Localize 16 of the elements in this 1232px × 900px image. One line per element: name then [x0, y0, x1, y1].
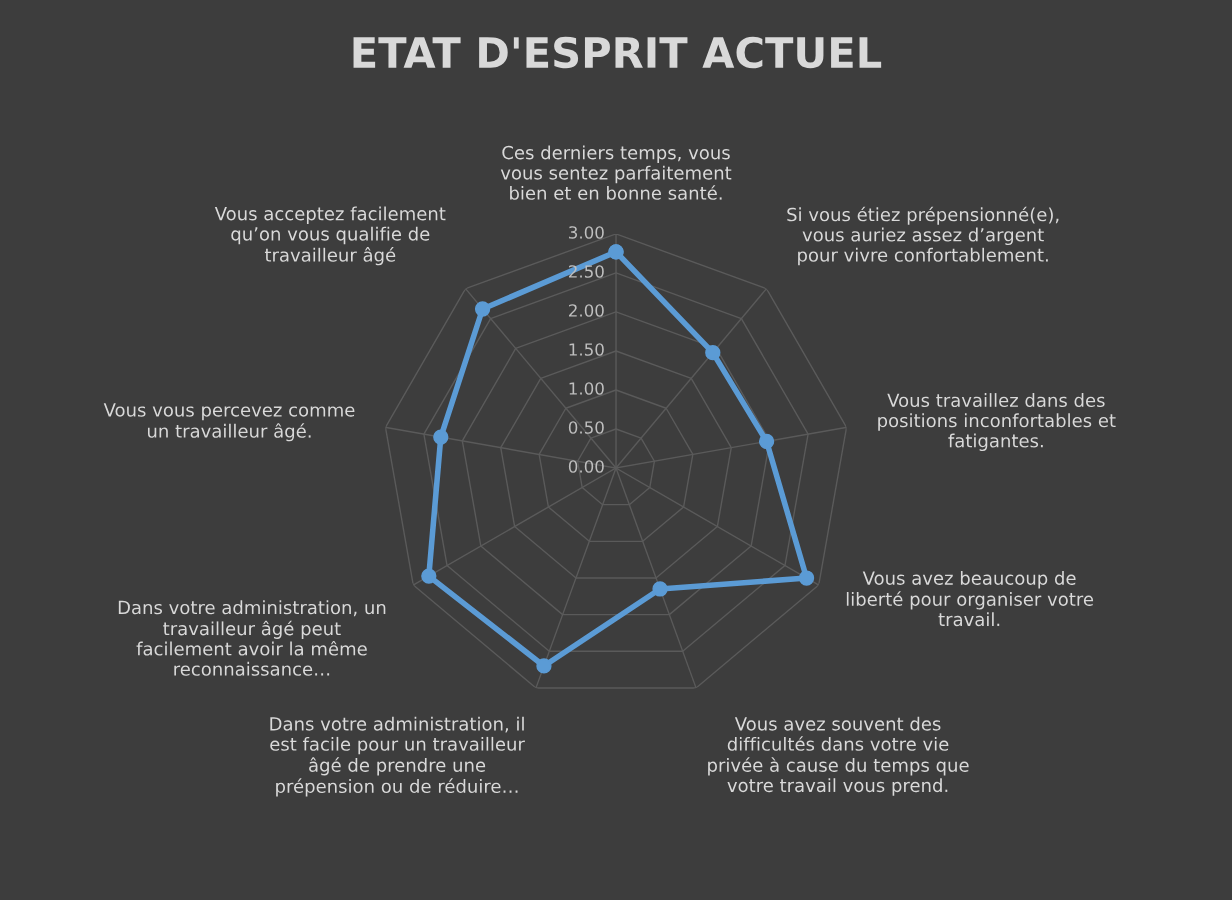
- spoke-label: Si vous étiez prépensionné(e), vous auriez assez d’argent pour vivre confortablement.: [787, 206, 1059, 266]
- y-tick-label: 3.00: [569, 226, 604, 239]
- y-tick-label: 0.50: [568, 421, 604, 434]
- spoke-label: Vous vous percevez comme un travailleur âgé.: [103, 403, 355, 442]
- y-tick-label: 1.50: [569, 343, 604, 356]
- spoke-label: Vous avez beaucoup de liberté pour organiser votre travail.: [846, 570, 1094, 627]
- chart-title: ETAT D'ESPRIT ACTUEL: [353, 36, 882, 69]
- spoke-label: Ces derniers temps, vous vous sentez parfaitement bien et en bonne santé.: [500, 145, 732, 200]
- y-tick-label: 2.00: [569, 304, 604, 317]
- y-tick-label: 1.00: [569, 382, 604, 395]
- spoke-label: Dans votre administration, un travailleur âgé peut facilement avoir la même reconnaissance…: [118, 600, 386, 676]
- spoke-label: Vous avez souvent des difficultés dans votre vie privée à cause du temps que votre travail vous prend.: [708, 716, 969, 796]
- y-tick-label: 0.00: [568, 460, 604, 473]
- spoke-label: Vous travaillez dans des positions inconfortables et fatigantes.: [878, 393, 1116, 451]
- spoke-label: Dans votre administration, il est facile pour un travailleur âgé de prendre une prépension ou de réduire…: [270, 716, 525, 797]
- spoke-label: Vous acceptez facilement qu’on vous qualifie de travailleur âgé: [214, 206, 446, 266]
